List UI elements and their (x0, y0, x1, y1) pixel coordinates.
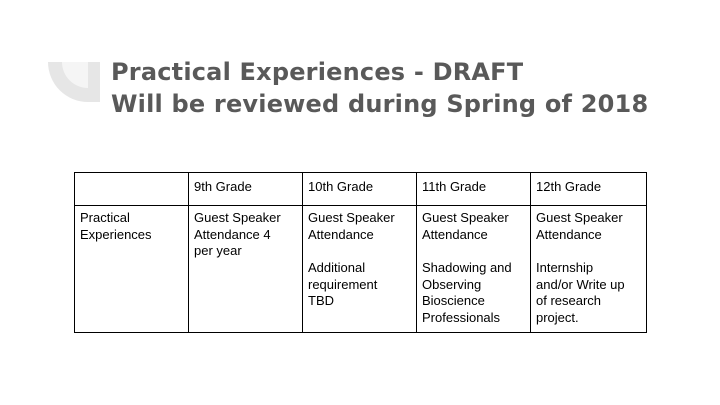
title-line-1: Practical Experiences - DRAFT (111, 58, 524, 86)
cell-9th-grade: Guest Speaker Attendance 4 per year (188, 205, 303, 333)
row-label-cell: Practical Experiences (74, 205, 189, 333)
header-11th-grade: 11th Grade (416, 172, 531, 206)
table-header-row: 9th Grade 10th Grade 11th Grade 12th Gra… (74, 172, 647, 206)
header-empty (74, 172, 189, 206)
cell-11th-grade: Guest Speaker Attendance Shadowing and O… (416, 205, 531, 333)
cell-10th-grade: Guest Speaker Attendance Additional requ… (302, 205, 417, 333)
slide-title: Practical Experiences - DRAFT Will be re… (111, 56, 648, 120)
cell-12th-grade: Guest Speaker Attendance Internship and/… (530, 205, 647, 333)
header-12th-grade: 12th Grade (530, 172, 647, 206)
corner-decoration (48, 62, 100, 102)
header-10th-grade: 10th Grade (302, 172, 417, 206)
table-row: Practical Experiences Guest Speaker Atte… (74, 205, 647, 333)
header-9th-grade: 9th Grade (188, 172, 303, 206)
title-line-2: Will be reviewed during Spring of 2018 (111, 90, 649, 118)
practical-experiences-table: 9th Grade 10th Grade 11th Grade 12th Gra… (74, 172, 647, 333)
